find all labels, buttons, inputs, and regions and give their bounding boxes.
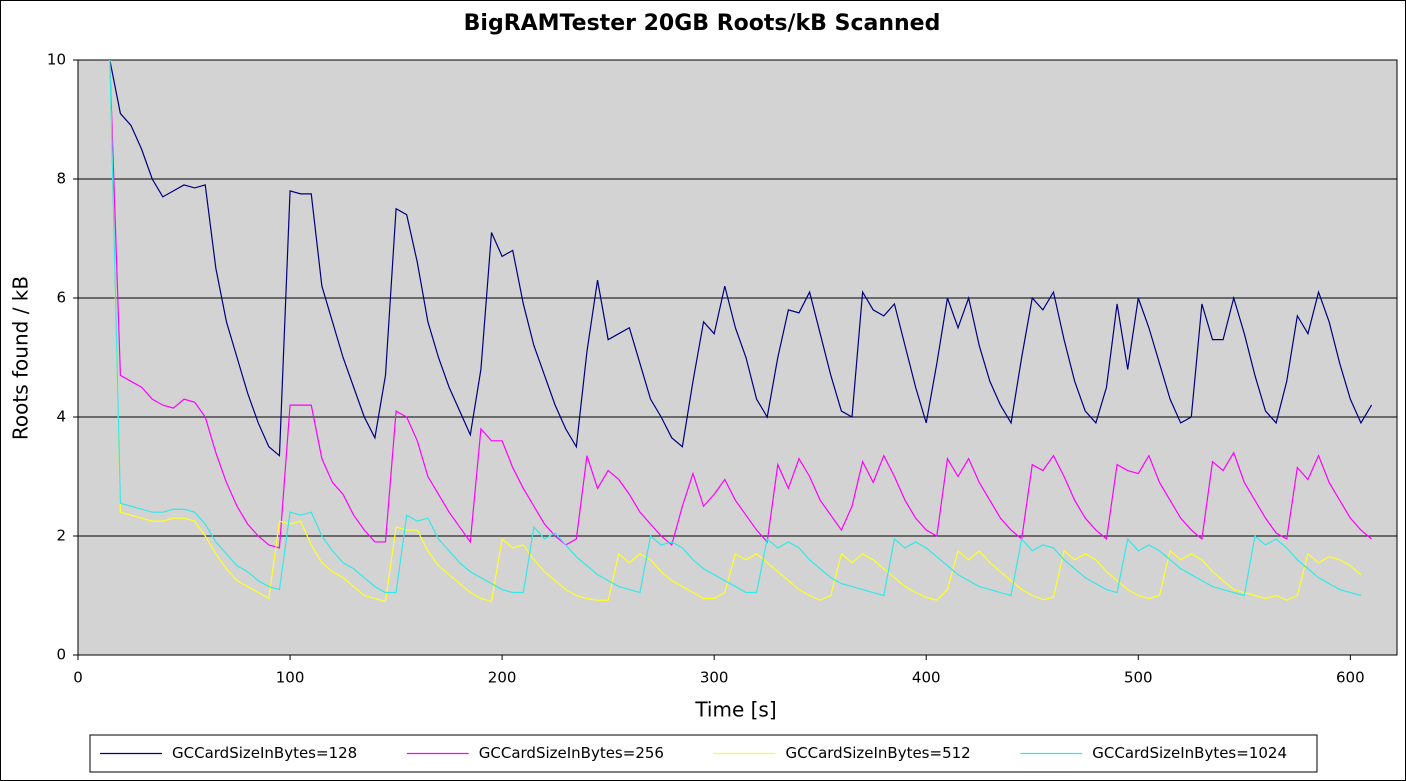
y-tick-label: 6: [56, 289, 66, 307]
plot-lines: [109, 59, 1373, 603]
y-tick-label: 0: [56, 646, 66, 664]
legend-label: GCCardSizeInBytes=128: [172, 744, 357, 762]
x-tick-label: 500: [1124, 669, 1153, 687]
x-tick-label: 400: [912, 669, 941, 687]
chart-title: BigRAMTester 20GB Roots/kB Scanned: [464, 11, 941, 36]
x-tick-label: 0: [73, 669, 83, 687]
x-tick-label: 600: [1336, 669, 1365, 687]
x-tick-label: 300: [700, 669, 729, 687]
series-line: [109, 59, 1372, 549]
y-tick-label: 10: [47, 51, 66, 69]
y-tick-label: 4: [56, 408, 66, 426]
plot-area: [77, 59, 1398, 656]
x-axis-label: Time [s]: [694, 698, 776, 722]
y-tick-label: 8: [56, 170, 66, 188]
legend-label: GCCardSizeInBytes=256: [479, 744, 664, 762]
y-axis-label: Roots found / kB: [9, 276, 33, 440]
series-line: [109, 59, 1373, 457]
series-line: [109, 59, 1362, 603]
legend-box: [89, 734, 1318, 773]
legend-label: GCCardSizeInBytes=1024: [1092, 744, 1287, 762]
x-tick-label: 200: [488, 669, 517, 687]
x-tick-label: 100: [276, 669, 305, 687]
y-tick-label: 2: [56, 527, 66, 545]
series-line: [109, 59, 1362, 597]
legend-label: GCCardSizeInBytes=512: [786, 744, 971, 762]
